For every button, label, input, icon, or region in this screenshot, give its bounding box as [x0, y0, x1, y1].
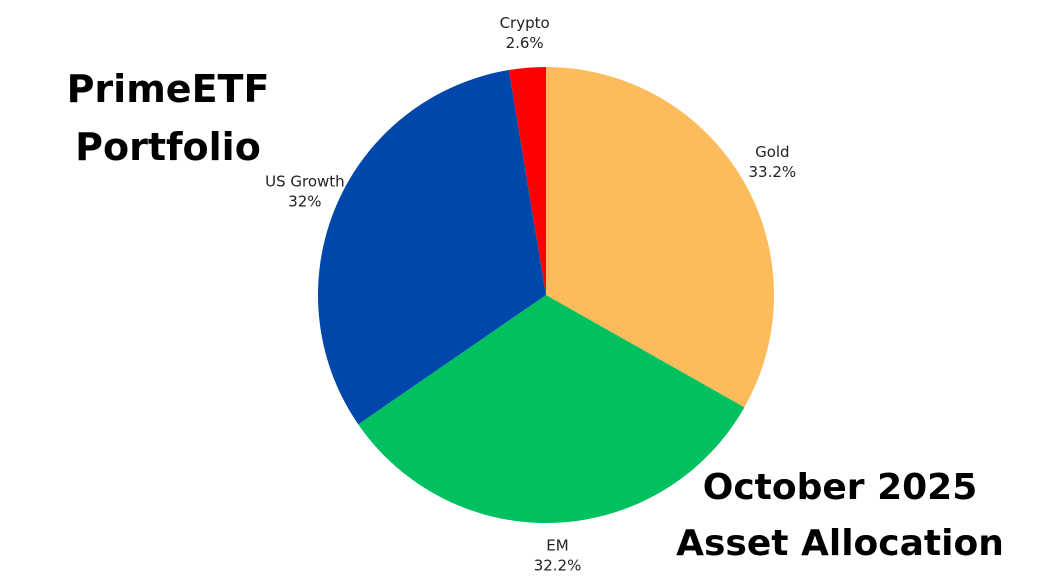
pie-slice-em [358, 295, 745, 523]
pie-slice-us-growth [318, 70, 546, 425]
slice-value-label: 32.2% [534, 557, 582, 575]
slice-label-em: EM 32.2% [534, 537, 582, 575]
chart-subtitle: October 2025 Asset Allocation [660, 460, 1020, 572]
slice-value-label: 2.6% [506, 34, 544, 52]
chart-subtitle-line-2: Asset Allocation [676, 523, 1004, 564]
chart-title-line-1: PrimeETF [66, 67, 270, 111]
slice-label-gold: Gold 33.2% [749, 143, 797, 181]
pie-slice-crypto [508, 67, 546, 295]
chart-title: PrimeETF Portfolio [58, 60, 278, 176]
pie-slices [318, 67, 774, 523]
slice-category-label: Gold [755, 143, 790, 161]
chart-title-line-2: Portfolio [75, 125, 261, 169]
slice-category-label: EM [546, 537, 568, 555]
slice-category-label: US Growth [265, 172, 345, 190]
slice-label-crypto: Crypto 2.6% [500, 14, 550, 52]
slice-category-label: Crypto [500, 14, 550, 32]
slice-label-us-growth: US Growth 32% [265, 172, 345, 210]
pie-labels: Gold 33.2% EM 32.2% US Growth 32% Crypto 2.6% [265, 14, 796, 575]
chart-subtitle-line-1: October 2025 [702, 467, 978, 508]
slice-value-label: 32% [288, 192, 321, 210]
pie-slice-gold [546, 67, 774, 408]
slice-value-label: 33.2% [749, 163, 797, 181]
